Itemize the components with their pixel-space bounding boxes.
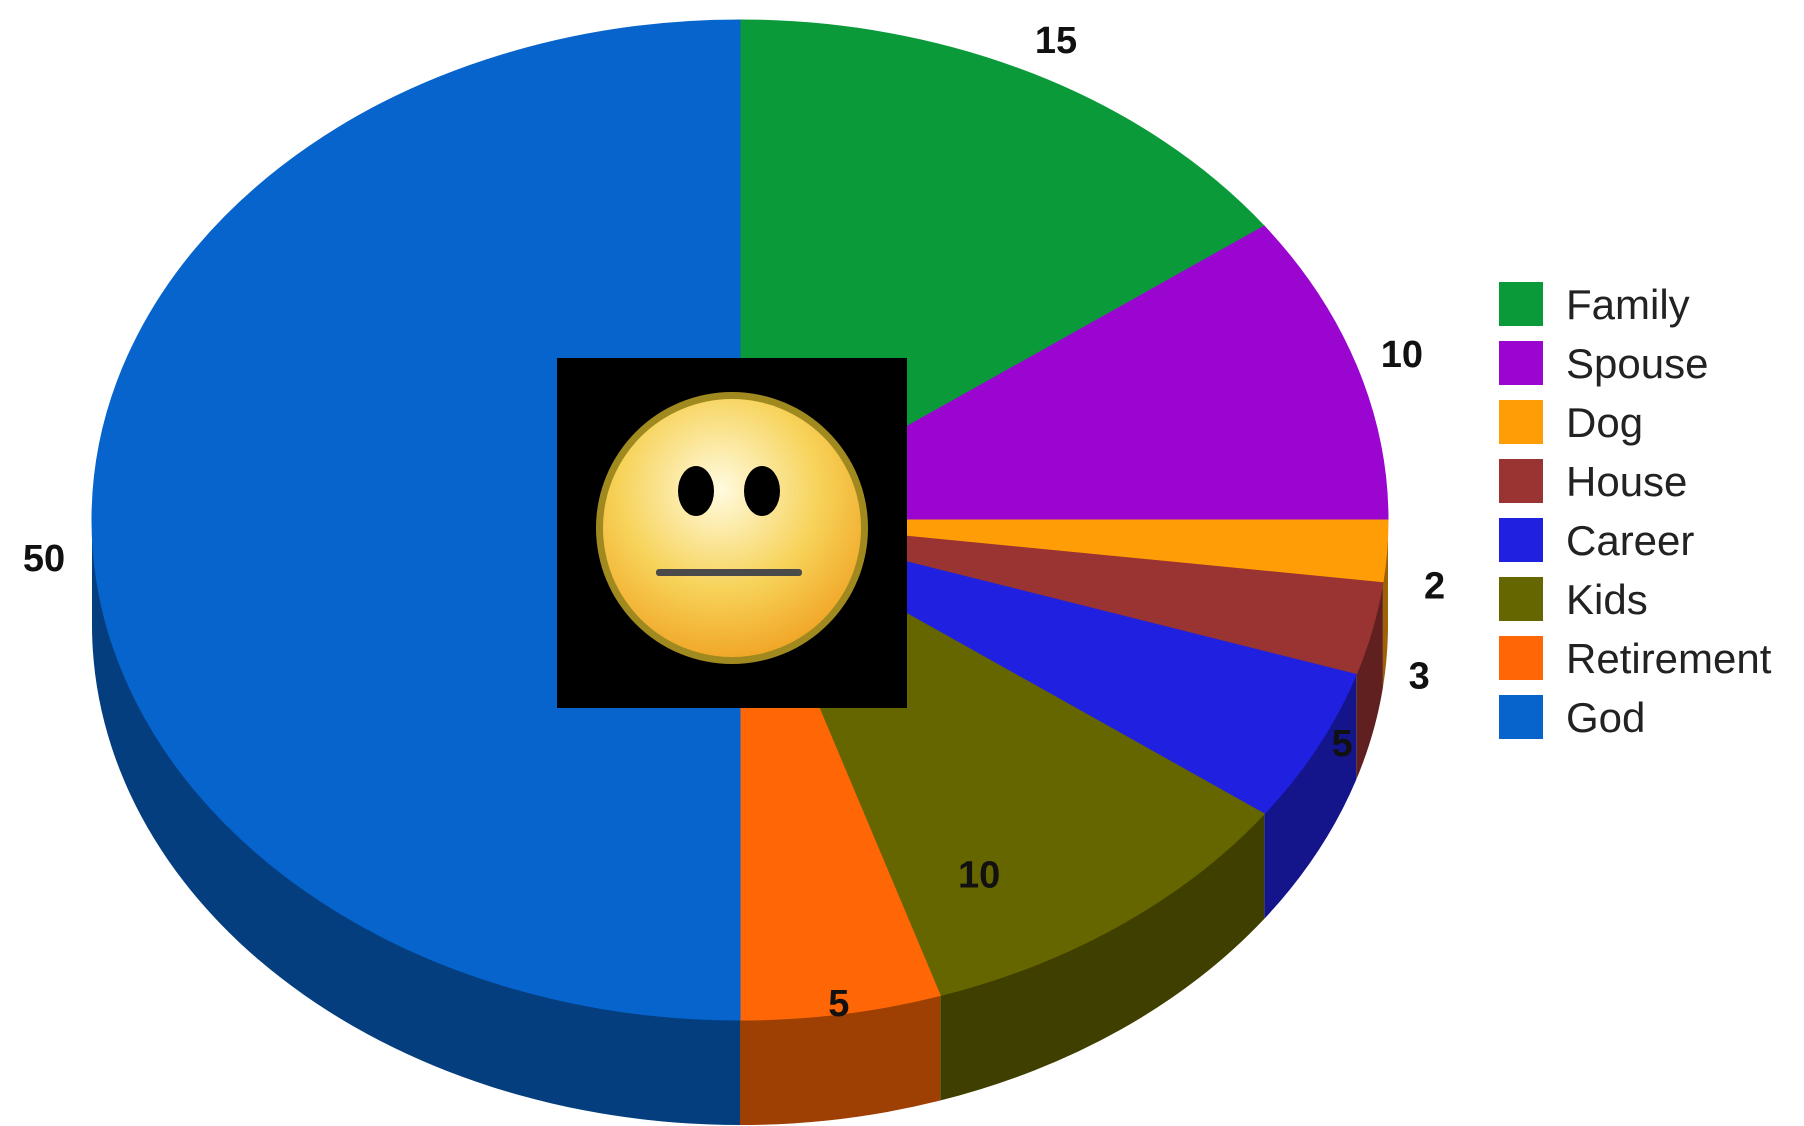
data-label-house: 3 xyxy=(1409,656,1430,698)
slice-god xyxy=(91,19,741,1021)
legend-swatch-god xyxy=(1499,695,1543,739)
neutral-face-icon xyxy=(557,358,907,708)
pie-sides xyxy=(92,520,1388,1125)
data-labels: 15 10 2 3 5 10 5 50 xyxy=(23,20,1445,1025)
legend-swatch-kids xyxy=(1499,577,1543,621)
legend-swatch-family xyxy=(1499,282,1543,326)
data-label-retirement: 5 xyxy=(828,983,849,1025)
data-label-spouse: 10 xyxy=(1381,334,1423,376)
legend-label-house: House xyxy=(1566,458,1687,505)
legend-swatch-retirement xyxy=(1499,636,1543,680)
legend-label-spouse: Spouse xyxy=(1566,340,1708,387)
data-label-career: 5 xyxy=(1332,723,1353,765)
slice-side-kids xyxy=(940,813,1265,1101)
mouth xyxy=(656,569,802,576)
data-label-dog: 2 xyxy=(1424,566,1445,608)
data-label-family: 15 xyxy=(1035,20,1077,62)
legend-label-family: Family xyxy=(1566,281,1690,328)
data-label-kids: 10 xyxy=(958,855,1000,897)
slice-side-retirement xyxy=(740,995,941,1125)
legend-swatch-dog xyxy=(1499,400,1543,444)
legend-label-retirement: Retirement xyxy=(1566,635,1772,682)
slice-side-dog xyxy=(1382,520,1388,688)
right-eye xyxy=(744,466,780,516)
legend-label-career: Career xyxy=(1566,517,1694,564)
legend-label-kids: Kids xyxy=(1566,576,1648,623)
legend-swatch-house xyxy=(1499,459,1543,503)
slice-side-god xyxy=(92,520,740,1125)
slice-side-house xyxy=(1356,582,1383,780)
legend-swatch-career xyxy=(1499,518,1543,562)
data-label-god: 50 xyxy=(23,538,65,580)
legend-swatch-spouse xyxy=(1499,341,1543,385)
legend-label-dog: Dog xyxy=(1566,399,1643,446)
legend: Family Spouse Dog House Career Kids Retirement… xyxy=(1499,281,1772,741)
face xyxy=(603,399,861,657)
slice-side-career xyxy=(1264,674,1357,919)
legend-label-god: God xyxy=(1566,694,1645,741)
left-eye xyxy=(678,466,714,516)
